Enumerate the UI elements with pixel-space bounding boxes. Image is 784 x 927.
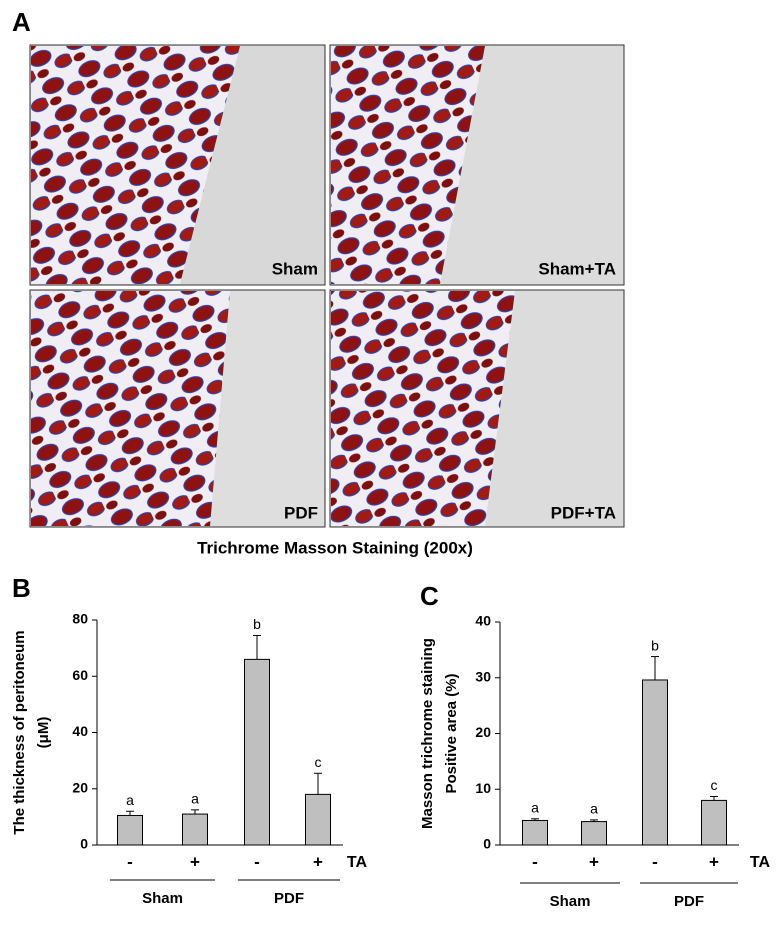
image-label: Sham+TA [538, 259, 616, 278]
bar [701, 799, 727, 846]
y-tick-label: 60 [72, 667, 88, 683]
panel-label: B [12, 573, 31, 603]
micrograph: Sham+TA [329, 44, 625, 286]
caption: Trichrome Masson Staining (200x) [197, 538, 473, 557]
image-label: Sham [272, 259, 318, 278]
image-label: PDF [284, 503, 318, 522]
bar [305, 793, 331, 846]
bar [182, 813, 208, 846]
y-tick-label: 0 [483, 836, 491, 852]
x-tick-label: - [532, 852, 538, 871]
group-label: PDF [274, 890, 304, 907]
y-axis-label: Masson trichrome staining [419, 638, 436, 829]
x-tick-label: + [709, 852, 719, 871]
micrograph: PDF+TA [329, 289, 625, 528]
x-tick-label: + [589, 852, 599, 871]
bar [642, 679, 668, 846]
bar [117, 814, 143, 846]
bar [244, 658, 270, 846]
x-tick-label: - [127, 852, 133, 871]
annotation: b [253, 616, 261, 632]
group-label: PDF [674, 893, 704, 910]
x-tick-label: + [190, 852, 200, 871]
annotation: c [711, 777, 718, 793]
y-tick-label: 40 [475, 613, 491, 629]
micrograph: Sham [29, 44, 326, 286]
y-tick-label: 30 [475, 668, 491, 684]
y-tick-label: 0 [80, 836, 88, 852]
x-tick-label: + [313, 852, 323, 871]
annotation: a [126, 792, 134, 808]
bar [581, 821, 607, 846]
panel-label: C [420, 581, 439, 611]
annotation: a [590, 801, 598, 817]
factor-label: TA [347, 854, 368, 871]
annotation: b [651, 637, 659, 653]
x-tick-label: - [254, 852, 260, 871]
group-label: Sham [142, 890, 183, 907]
image-label: PDF+TA [551, 503, 616, 522]
factor-label: TA [750, 854, 771, 871]
annotation: c [315, 754, 322, 770]
micrograph: PDF [29, 289, 326, 528]
bar [522, 819, 548, 846]
y-axis-label: (μM) [35, 717, 52, 749]
y-tick-label: 20 [72, 779, 88, 795]
annotation: a [531, 800, 539, 816]
y-tick-label: 20 [475, 724, 491, 740]
y-tick-label: 40 [72, 723, 88, 739]
y-tick-label: 80 [72, 611, 88, 627]
x-tick-label: - [652, 852, 658, 871]
panel-label: A [12, 7, 31, 37]
y-axis-label: Positive area (%) [443, 673, 460, 793]
group-label: Sham [550, 893, 591, 910]
annotation: a [191, 791, 199, 807]
y-tick-label: 10 [475, 780, 491, 796]
y-axis-label: The thickness of peritoneum [11, 630, 28, 834]
